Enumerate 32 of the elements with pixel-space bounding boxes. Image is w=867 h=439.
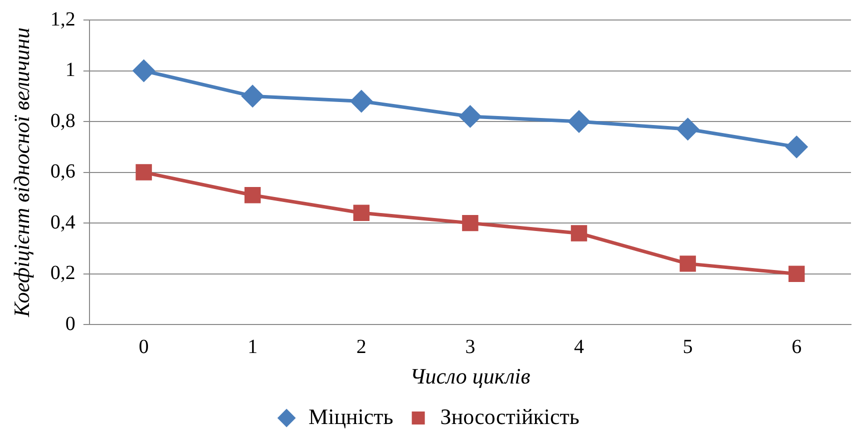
y-tick-label: 0,8 — [50, 110, 76, 132]
point — [570, 225, 588, 242]
x-axis-title: Число циклів — [410, 364, 531, 389]
point — [133, 60, 155, 82]
point — [350, 90, 372, 112]
x-tick-label: 3 — [465, 336, 476, 358]
x-tick-label: 6 — [792, 336, 802, 358]
x-tick-label: 2 — [356, 336, 366, 358]
x-tick-label: 5 — [682, 336, 693, 358]
y-tick-label: 0,4 — [50, 211, 76, 234]
y-tick-label: 1 — [65, 59, 76, 82]
point — [568, 110, 590, 132]
y-tick-label: 0,6 — [50, 160, 76, 183]
legend-label: Зносостійкість — [440, 404, 580, 429]
x-tick-label: 4 — [574, 336, 584, 358]
y-tick-label: 0 — [65, 312, 76, 335]
point — [136, 164, 152, 180]
x-tick-label: 0 — [138, 336, 149, 358]
point — [242, 85, 264, 107]
point — [459, 106, 481, 128]
point — [353, 204, 370, 222]
point — [680, 256, 696, 272]
point — [788, 266, 805, 282]
y-tick-label: 0,2 — [50, 262, 76, 284]
point — [462, 214, 478, 232]
y-axis-title: Коефіцієнт відносної величини — [8, 28, 34, 318]
point — [677, 118, 699, 140]
x-tick-label: 1 — [248, 336, 258, 358]
legend-label: Міцність — [308, 404, 394, 429]
y-tick-label: 1,2 — [50, 8, 76, 30]
point — [244, 187, 261, 204]
point — [786, 136, 808, 158]
